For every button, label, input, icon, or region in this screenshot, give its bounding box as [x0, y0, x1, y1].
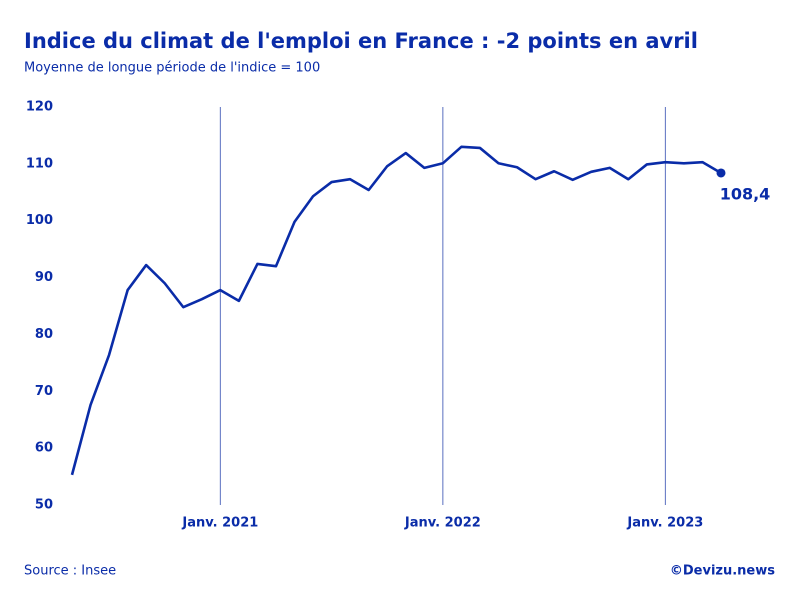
x-tick-label: Janv. 2021 [181, 516, 258, 531]
end-point [716, 168, 726, 178]
y-tick-label: 60 [35, 441, 53, 456]
y-tick-label: 100 [26, 213, 53, 228]
y-tick-label: 50 [35, 498, 53, 513]
chart-subtitle: Moyenne de longue période de l'indice = … [24, 61, 320, 76]
y-tick-label: 90 [35, 270, 53, 285]
x-tick-label: Janv. 2022 [404, 516, 481, 531]
y-tick-label: 120 [26, 100, 53, 115]
source: Source : Insee [24, 564, 116, 579]
value-label: 108,4 [720, 184, 771, 203]
line [70, 145, 722, 476]
y-tick-label: 80 [35, 327, 53, 342]
credit: ©Devizu.news [670, 564, 775, 579]
y-tick-label: 70 [35, 384, 53, 399]
x-tick-label: Janv. 2023 [626, 516, 703, 531]
chart-title: Indice du climat de l'emploi en France :… [24, 29, 698, 53]
y-tick-label: 110 [26, 156, 53, 171]
